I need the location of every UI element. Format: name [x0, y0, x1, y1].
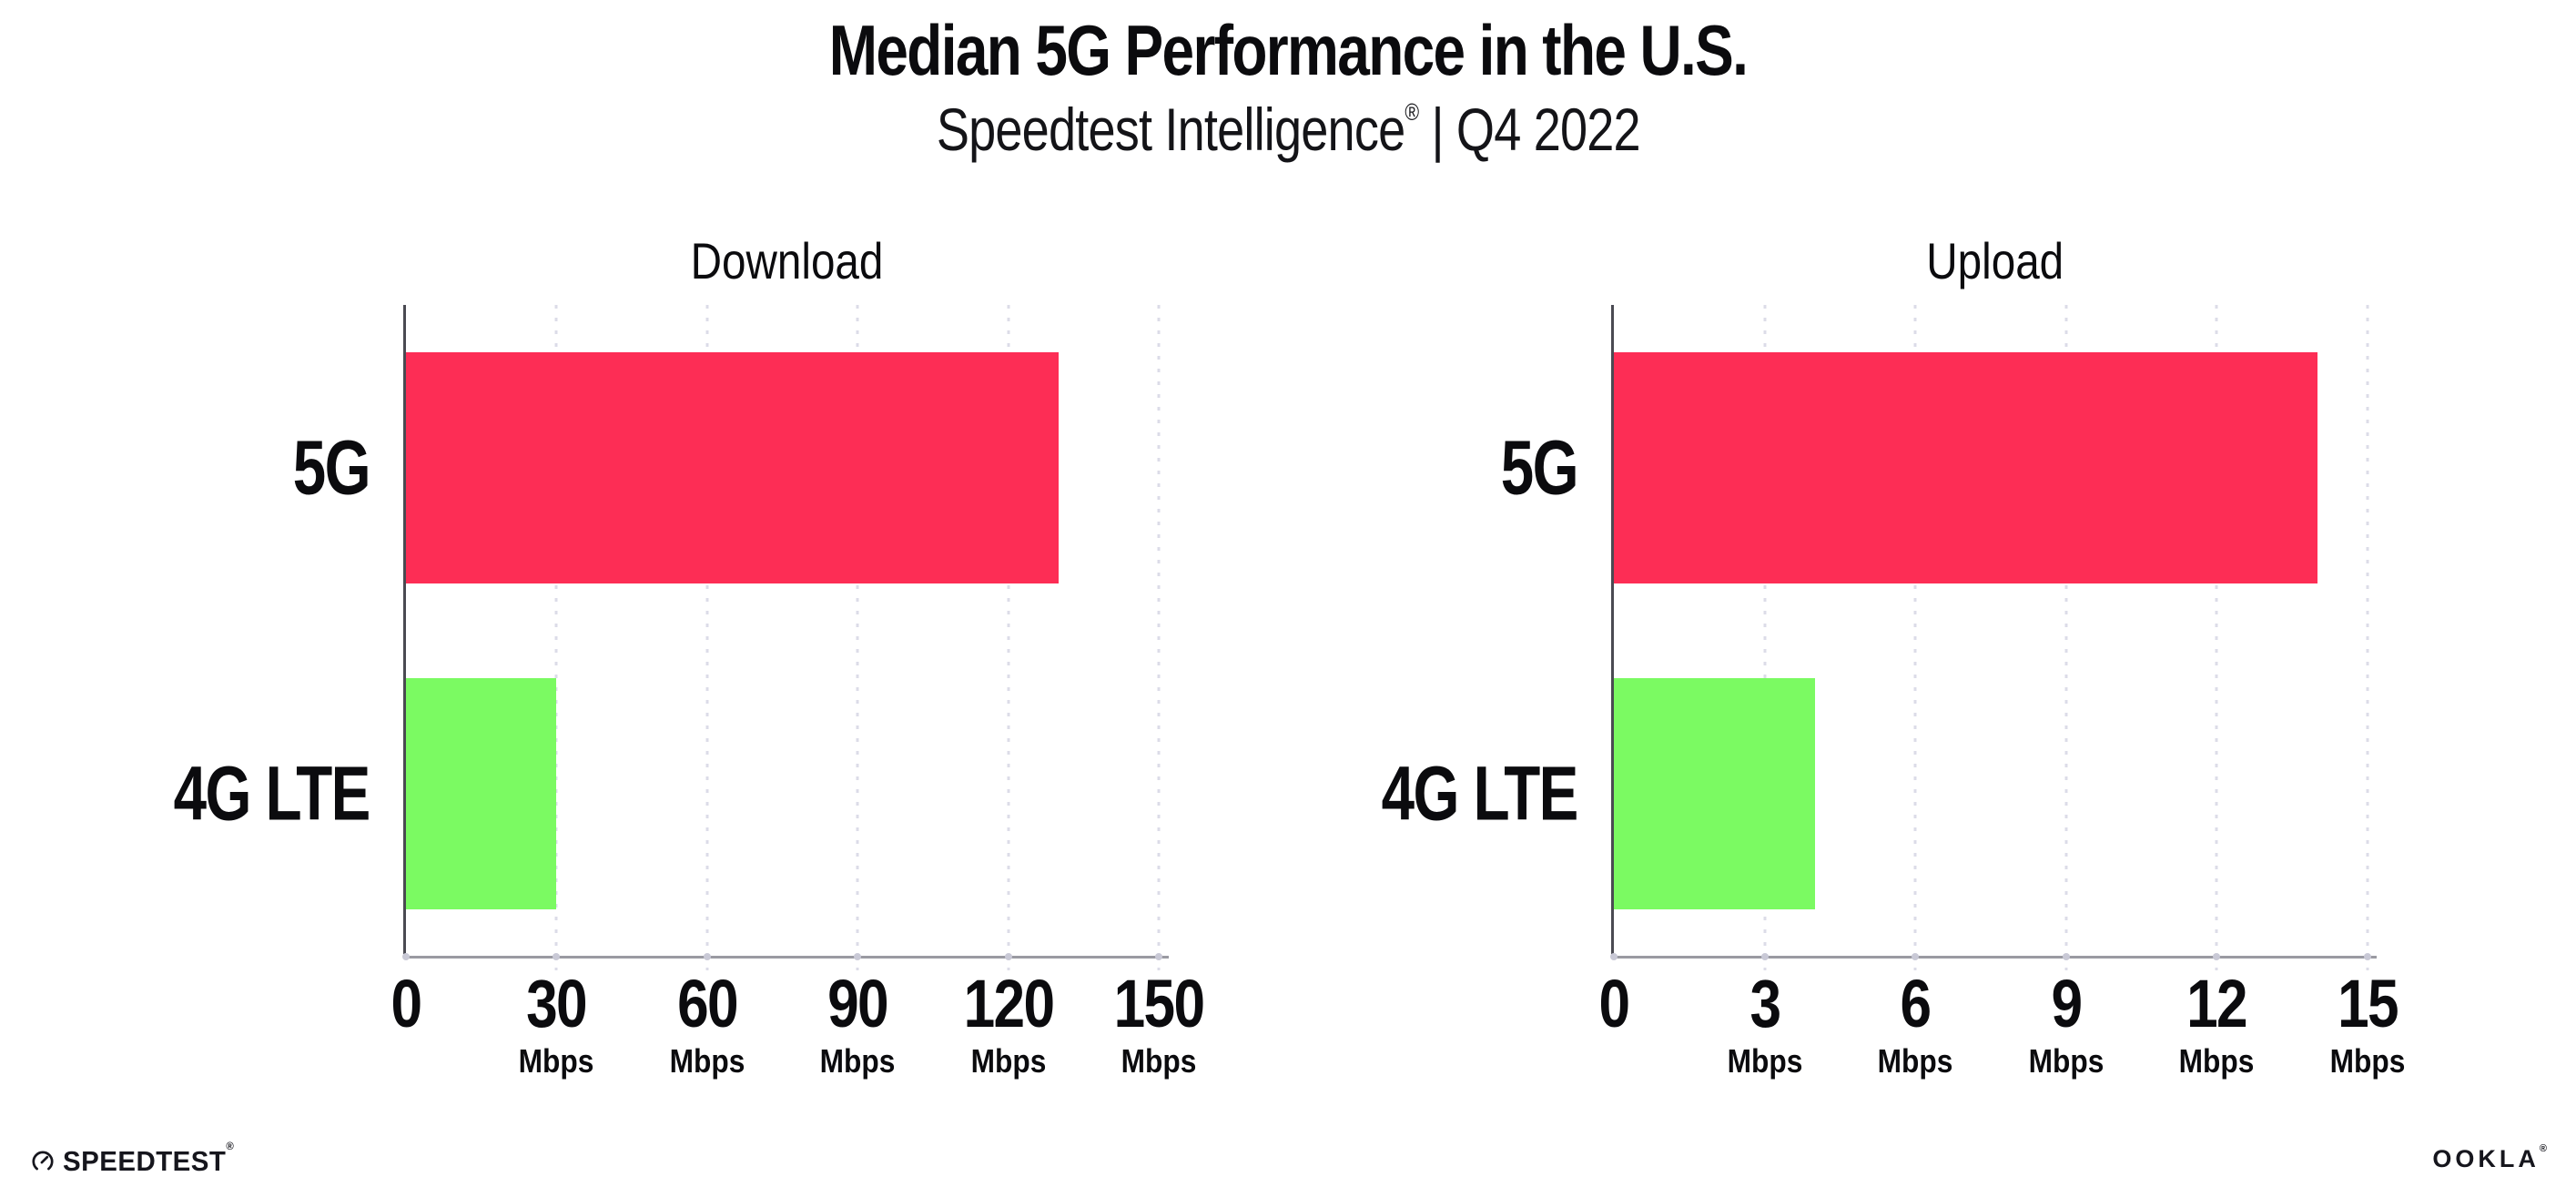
axis-tick-dot-3 [1760, 953, 1769, 960]
axis-tick-dot-90 [854, 953, 862, 960]
tick-value: 12 [2186, 966, 2247, 1041]
tick-label-0: 0 [388, 970, 423, 1038]
bar-4g-lte-upload [1614, 678, 1815, 909]
gridline-120 [1007, 305, 1010, 970]
tick-label-30: 30 Mbps [513, 970, 599, 1078]
ookla-logo: OOKLA® [2432, 1143, 2547, 1173]
gridline-60 [705, 305, 709, 970]
tick-unit: Mbps [1121, 1042, 1197, 1080]
tick-value: 0 [390, 966, 423, 1041]
axis-tick-dot-150 [1155, 953, 1162, 960]
chart-title-text: Upload [1926, 232, 2064, 289]
tick-label-60: 60 Mbps [664, 970, 750, 1078]
axis-tick-dot-60 [703, 953, 711, 960]
tick-value: 6 [1900, 966, 1932, 1041]
plot-scale: 0 3 Mbps 6 Mbps 9 Mbps 12 Mbps 15 Mbps [1599, 305, 2405, 1078]
plot-area-download: Download 0 30 Mbps 60 Mbps 90 Mbps 120 Mbps 150 Mbp… [174, 232, 1205, 1078]
page-title: Median 5G Performance in the U.S. [0, 9, 2576, 92]
tick-label-0: 0 [1596, 970, 1631, 1038]
tick-value: 120 [963, 966, 1054, 1041]
gridline-3 [1763, 305, 1767, 970]
gridline-150 [1157, 305, 1161, 970]
speedtest-trademark: ® [226, 1140, 235, 1152]
ookla-registered-mark: ® [2539, 1143, 2547, 1154]
tick-unit: Mbps [2028, 1042, 2104, 1080]
category-label-5g: 5G [1500, 424, 1579, 511]
bar-5g-upload [1614, 352, 2317, 583]
bar-5g-download [406, 352, 1059, 583]
registered-mark: ® [1405, 98, 1419, 126]
axis-tick-dot-9 [2062, 953, 2070, 960]
tick-value: 90 [827, 966, 888, 1041]
tick-value: 15 [2338, 966, 2399, 1041]
chart-title-upload: Upload [1614, 231, 2377, 290]
axis-tick-dot-0 [402, 953, 410, 960]
axis-tick-dot-12 [2213, 953, 2221, 960]
tick-label-90: 90 Mbps [815, 970, 900, 1078]
axis-tick-dot-30 [553, 953, 561, 960]
subtitle-period: | Q4 2022 [1417, 96, 1640, 163]
tick-unit: Mbps [2329, 1042, 2406, 1080]
tick-label-120: 120 Mbps [955, 970, 1061, 1078]
tick-value: 150 [1113, 966, 1205, 1041]
tick-label-15: 15 Mbps [2325, 970, 2410, 1078]
gridline-90 [856, 305, 859, 970]
tick-label-9: 9 Mbps [2023, 970, 2109, 1078]
tick-unit: Mbps [2179, 1042, 2255, 1080]
tick-value: 9 [2051, 966, 2083, 1041]
plot-scale: 0 30 Mbps 60 Mbps 90 Mbps 120 Mbps 150 Mbps [391, 305, 1205, 1078]
tick-unit: Mbps [519, 1042, 594, 1080]
page-subtitle: Speedtest Intelligence® | Q4 2022 [0, 95, 2576, 164]
tick-unit: Mbps [1727, 1042, 1802, 1080]
axis-tick-dot-15 [2364, 953, 2371, 960]
tick-value: 3 [1749, 966, 1781, 1041]
tick-unit: Mbps [819, 1042, 896, 1080]
category-label-4g-lte: 4G LTE [173, 750, 371, 837]
category-label-5g: 5G [292, 424, 371, 511]
gridline-9 [2064, 305, 2068, 970]
axis-tick-dot-120 [1004, 953, 1012, 960]
tick-unit: Mbps [669, 1042, 745, 1080]
gridline-30 [554, 305, 558, 970]
tick-label-12: 12 Mbps [2174, 970, 2259, 1078]
speedtest-wordmark: SPEEDTEST [63, 1145, 227, 1177]
plot-area-upload: Upload 0 3 Mbps 6 Mbps 9 Mbps 12 Mbps 15 Mbps 5G 4G L… [1382, 232, 2405, 1078]
tick-label-150: 150 Mbps [1105, 970, 1212, 1078]
chart-title-download: Download [406, 231, 1169, 290]
bar-4g-lte-download [406, 678, 557, 909]
gridline-12 [2215, 305, 2218, 970]
axis-tick-dot-0 [1610, 953, 1618, 960]
axis-tick-dot-6 [1912, 953, 1920, 960]
subtitle-brand: Speedtest Intelligence [936, 96, 1405, 163]
tick-label-3: 3 Mbps [1722, 970, 1808, 1078]
page-title-text: Median 5G Performance in the U.S. [828, 10, 1749, 90]
tick-unit: Mbps [970, 1042, 1046, 1080]
tick-value: 30 [526, 966, 587, 1041]
tick-value: 0 [1598, 966, 1631, 1041]
speedtest-logo: SPEEDTEST® [31, 1140, 243, 1178]
speedtest-gauge-icon [32, 1151, 54, 1171]
gridline-15 [2366, 305, 2369, 970]
gridline-6 [1913, 305, 1917, 970]
tick-label-6: 6 Mbps [1872, 970, 1958, 1078]
chart-title-text: Download [691, 232, 884, 289]
tick-value: 60 [676, 966, 738, 1041]
ookla-wordmark: OOKLA [2432, 1145, 2540, 1172]
category-label-4g-lte: 4G LTE [1381, 750, 1579, 837]
tick-unit: Mbps [1877, 1042, 1953, 1080]
